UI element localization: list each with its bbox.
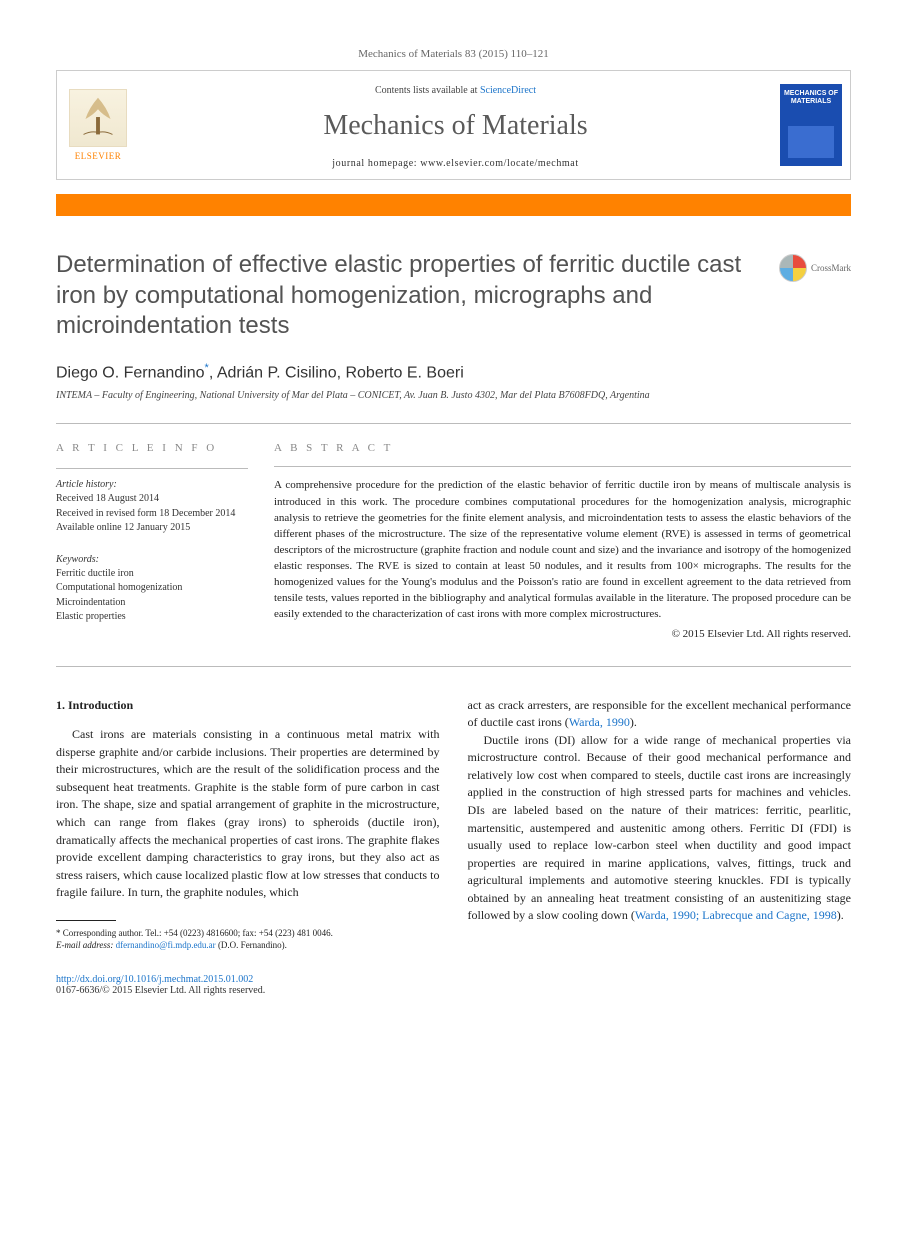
contents-prefix: Contents lists available at: [375, 85, 480, 96]
top-citation: Mechanics of Materials 83 (2015) 110–121: [56, 48, 851, 60]
keywords-label: Keywords:: [56, 554, 248, 565]
cover-graphic: [788, 126, 834, 158]
elsevier-label: ELSEVIER: [75, 151, 122, 161]
homepage-prefix: journal homepage:: [332, 158, 420, 169]
abstract-heading: A B S T R A C T: [274, 442, 851, 454]
author-1: Diego O. Fernandino: [56, 364, 205, 381]
section-heading-intro: 1. Introduction: [56, 697, 440, 715]
email-label: E-mail address:: [56, 940, 116, 950]
abstract-copyright: © 2015 Elsevier Ltd. All rights reserved…: [274, 628, 851, 640]
authors-rest: , Adrián P. Cisilino, Roberto E. Boeri: [209, 364, 464, 381]
keyword-0: Ferritic ductile iron: [56, 567, 248, 582]
received-date: Received 18 August 2014: [56, 492, 248, 507]
email-link[interactable]: dfernandino@fi.mdp.edu.ar: [116, 940, 216, 950]
footnote-email: E-mail address: dfernandino@fi.mdp.edu.a…: [56, 939, 440, 952]
crossmark-badge[interactable]: CrossMark: [779, 254, 851, 282]
cover-title: MECHANICS OF MATERIALS: [780, 90, 842, 105]
footnote-separator: [56, 920, 116, 921]
crossmark-icon: [779, 254, 807, 282]
email-suffix: (D.O. Fernandino).: [216, 940, 287, 950]
sciencedirect-link[interactable]: ScienceDirect: [480, 85, 536, 96]
article-info-heading: A R T I C L E I N F O: [56, 442, 248, 454]
abstract-col: A B S T R A C T A comprehensive procedur…: [274, 442, 851, 639]
intro-p1-cont: act as crack arresters, are responsible …: [468, 697, 852, 732]
page-container: Mechanics of Materials 83 (2015) 110–121…: [0, 0, 907, 1036]
crossmark-label: CrossMark: [811, 263, 851, 273]
issn-copyright: 0167-6636/© 2015 Elsevier Ltd. All right…: [56, 985, 851, 996]
intro-p1: Cast irons are materials consisting in a…: [56, 726, 440, 901]
affiliation: INTEMA – Faculty of Engineering, Nationa…: [56, 390, 851, 401]
homepage-url[interactable]: www.elsevier.com/locate/mechmat: [420, 158, 578, 169]
revised-date: Received in revised form 18 December 201…: [56, 507, 248, 522]
footnote-corr: * Corresponding author. Tel.: +54 (0223)…: [56, 927, 440, 940]
journal-name: Mechanics of Materials: [149, 110, 762, 142]
cite-warda-labrecque[interactable]: Warda, 1990; Labrecque and Cagne, 1998: [635, 908, 837, 922]
keywords-block: Keywords: Ferritic ductile iron Computat…: [56, 554, 248, 625]
title-row: Determination of effective elastic prope…: [56, 250, 851, 342]
intro-p2: Ductile irons (DI) allow for a wide rang…: [468, 732, 852, 925]
journal-cover-block: MECHANICS OF MATERIALS: [772, 71, 850, 179]
keyword-2: Microindentation: [56, 596, 248, 611]
cite-warda-1990[interactable]: Warda, 1990: [569, 715, 630, 729]
header-center: Contents lists available at ScienceDirec…: [139, 71, 772, 179]
abstract-text: A comprehensive procedure for the predic…: [274, 477, 851, 621]
doi-link[interactable]: http://dx.doi.org/10.1016/j.mechmat.2015…: [56, 974, 253, 985]
article-title: Determination of effective elastic prope…: [56, 250, 779, 342]
body-columns: 1. Introduction Cast irons are materials…: [56, 697, 851, 952]
journal-cover-icon: MECHANICS OF MATERIALS: [780, 84, 842, 166]
elsevier-tree-icon: [69, 89, 127, 147]
journal-header: ELSEVIER Contents lists available at Sci…: [56, 70, 851, 180]
article-info-col: A R T I C L E I N F O Article history: R…: [56, 442, 248, 639]
homepage-line: journal homepage: www.elsevier.com/locat…: [149, 158, 762, 169]
contents-lists-line: Contents lists available at ScienceDirec…: [149, 85, 762, 96]
body-col-left: 1. Introduction Cast irons are materials…: [56, 697, 440, 952]
elsevier-logo-block: ELSEVIER: [57, 71, 139, 179]
online-date: Available online 12 January 2015: [56, 521, 248, 536]
authors-line: Diego O. Fernandino*, Adrián P. Cisilino…: [56, 362, 851, 382]
body-col-right: act as crack arresters, are responsible …: [468, 697, 852, 952]
keyword-1: Computational homogenization: [56, 581, 248, 596]
bottom-block: http://dx.doi.org/10.1016/j.mechmat.2015…: [56, 974, 851, 996]
info-abstract-row: A R T I C L E I N F O Article history: R…: [56, 423, 851, 666]
history-label: Article history:: [56, 479, 248, 490]
keyword-3: Elastic properties: [56, 610, 248, 625]
orange-bar: [56, 194, 851, 216]
